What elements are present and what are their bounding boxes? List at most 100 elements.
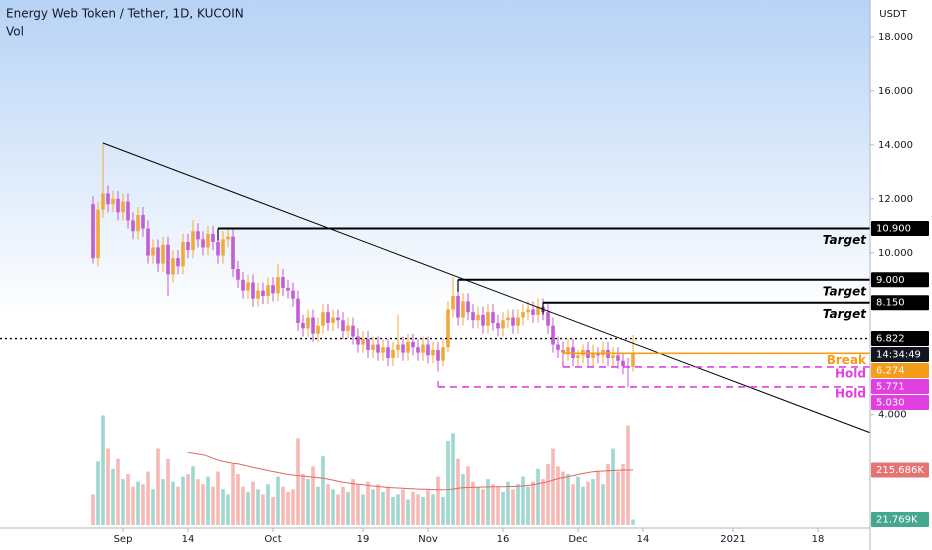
y-tick-label: 12.000 — [878, 194, 913, 205]
candle-body — [336, 317, 340, 321]
x-tick-label: Nov — [418, 534, 438, 545]
candle-body — [131, 220, 135, 232]
volume-bar — [521, 476, 525, 525]
volume-bar — [351, 479, 355, 525]
level-text: Hold — [835, 386, 866, 400]
volume-bar — [616, 471, 620, 525]
volume-bar — [301, 474, 305, 525]
candle-body — [96, 209, 100, 259]
volume-bar — [516, 484, 520, 525]
candle-body — [146, 228, 150, 256]
level-price-label: 6.274 — [876, 366, 905, 377]
volume-bar — [326, 484, 330, 525]
candle-body — [521, 312, 525, 318]
candle-body — [231, 236, 235, 269]
volume-bar — [591, 479, 595, 525]
plot-background — [0, 0, 870, 528]
candle-body — [401, 344, 405, 353]
volume-bar — [386, 486, 390, 525]
candle-body — [451, 295, 455, 310]
candle-body — [351, 325, 355, 337]
volume-bar — [456, 458, 460, 525]
volume-bar — [421, 496, 425, 525]
candle-body — [281, 277, 285, 288]
candle-body — [616, 355, 620, 361]
volume-bar — [276, 476, 280, 525]
volume-label: 21.769K — [876, 514, 918, 525]
volume-bar — [176, 486, 180, 525]
candle-body — [576, 355, 580, 359]
volume-bar — [436, 476, 440, 525]
level-price-label-box — [871, 395, 929, 411]
volume-bar — [511, 489, 515, 525]
candle-body — [466, 301, 470, 313]
volume-bar — [181, 476, 185, 525]
volume-bar — [371, 489, 375, 525]
candle-body — [371, 344, 375, 350]
volume-bar — [411, 491, 415, 525]
candle-body — [496, 322, 500, 329]
candle-body — [631, 353, 635, 367]
level-price-label: 10.900 — [876, 224, 911, 235]
volume-bar — [551, 448, 555, 525]
volume-bar — [426, 489, 430, 525]
candle-body — [106, 193, 110, 205]
x-tick-label: Oct — [264, 534, 281, 545]
volume-bar — [271, 496, 275, 525]
candle-body — [446, 309, 450, 348]
candle-body — [411, 341, 415, 348]
volume-bar — [466, 466, 470, 525]
candle-body — [326, 312, 330, 323]
chart-title: Energy Web Token / Tether, 1D, KUCOIN — [6, 7, 244, 21]
level-text: Target — [823, 233, 868, 247]
candle-body — [126, 201, 130, 221]
candle-body — [221, 239, 225, 256]
candle-body — [206, 233, 210, 248]
candle-body — [416, 347, 420, 353]
level-text: Target — [823, 284, 868, 298]
candle-body — [191, 231, 195, 251]
volume-bar — [361, 494, 365, 525]
candle-body — [141, 215, 145, 229]
volume-bar — [566, 474, 570, 525]
volume-bar — [281, 486, 285, 525]
volume-bar — [376, 484, 380, 525]
candle-body — [236, 268, 240, 280]
candle-body — [116, 198, 120, 213]
x-tick-label: 14 — [182, 534, 195, 545]
x-tick-label: Sep — [114, 534, 133, 545]
volume-bar — [481, 489, 485, 525]
volume-bar — [226, 494, 230, 525]
volume-bar — [141, 484, 145, 525]
candle-body — [386, 347, 390, 359]
volume-bar — [341, 486, 345, 525]
volume-bar — [601, 484, 605, 525]
candle-body — [241, 279, 245, 291]
volume-bar — [261, 494, 265, 525]
candle-body — [161, 244, 165, 264]
volume-bar — [576, 476, 580, 525]
volume-bar — [316, 486, 320, 525]
candle-body — [91, 204, 95, 259]
volume-bar — [446, 440, 450, 525]
candle-body — [251, 282, 255, 299]
candle-body — [216, 242, 220, 256]
candle-body — [101, 193, 105, 210]
candle-body — [511, 317, 515, 326]
volume-bar — [106, 448, 110, 525]
volume-bar — [611, 448, 615, 525]
volume-bar — [526, 486, 530, 525]
candle-body — [461, 301, 465, 318]
volume-bar — [381, 491, 385, 525]
volume-bar — [321, 456, 325, 525]
candle-body — [291, 290, 295, 299]
volume-bar — [131, 486, 135, 525]
volume-bar — [161, 479, 165, 525]
volume-bar — [346, 491, 350, 525]
candle-body — [361, 339, 365, 345]
candle-body — [551, 325, 555, 345]
candle-body — [556, 344, 560, 350]
volume-bar — [391, 496, 395, 525]
